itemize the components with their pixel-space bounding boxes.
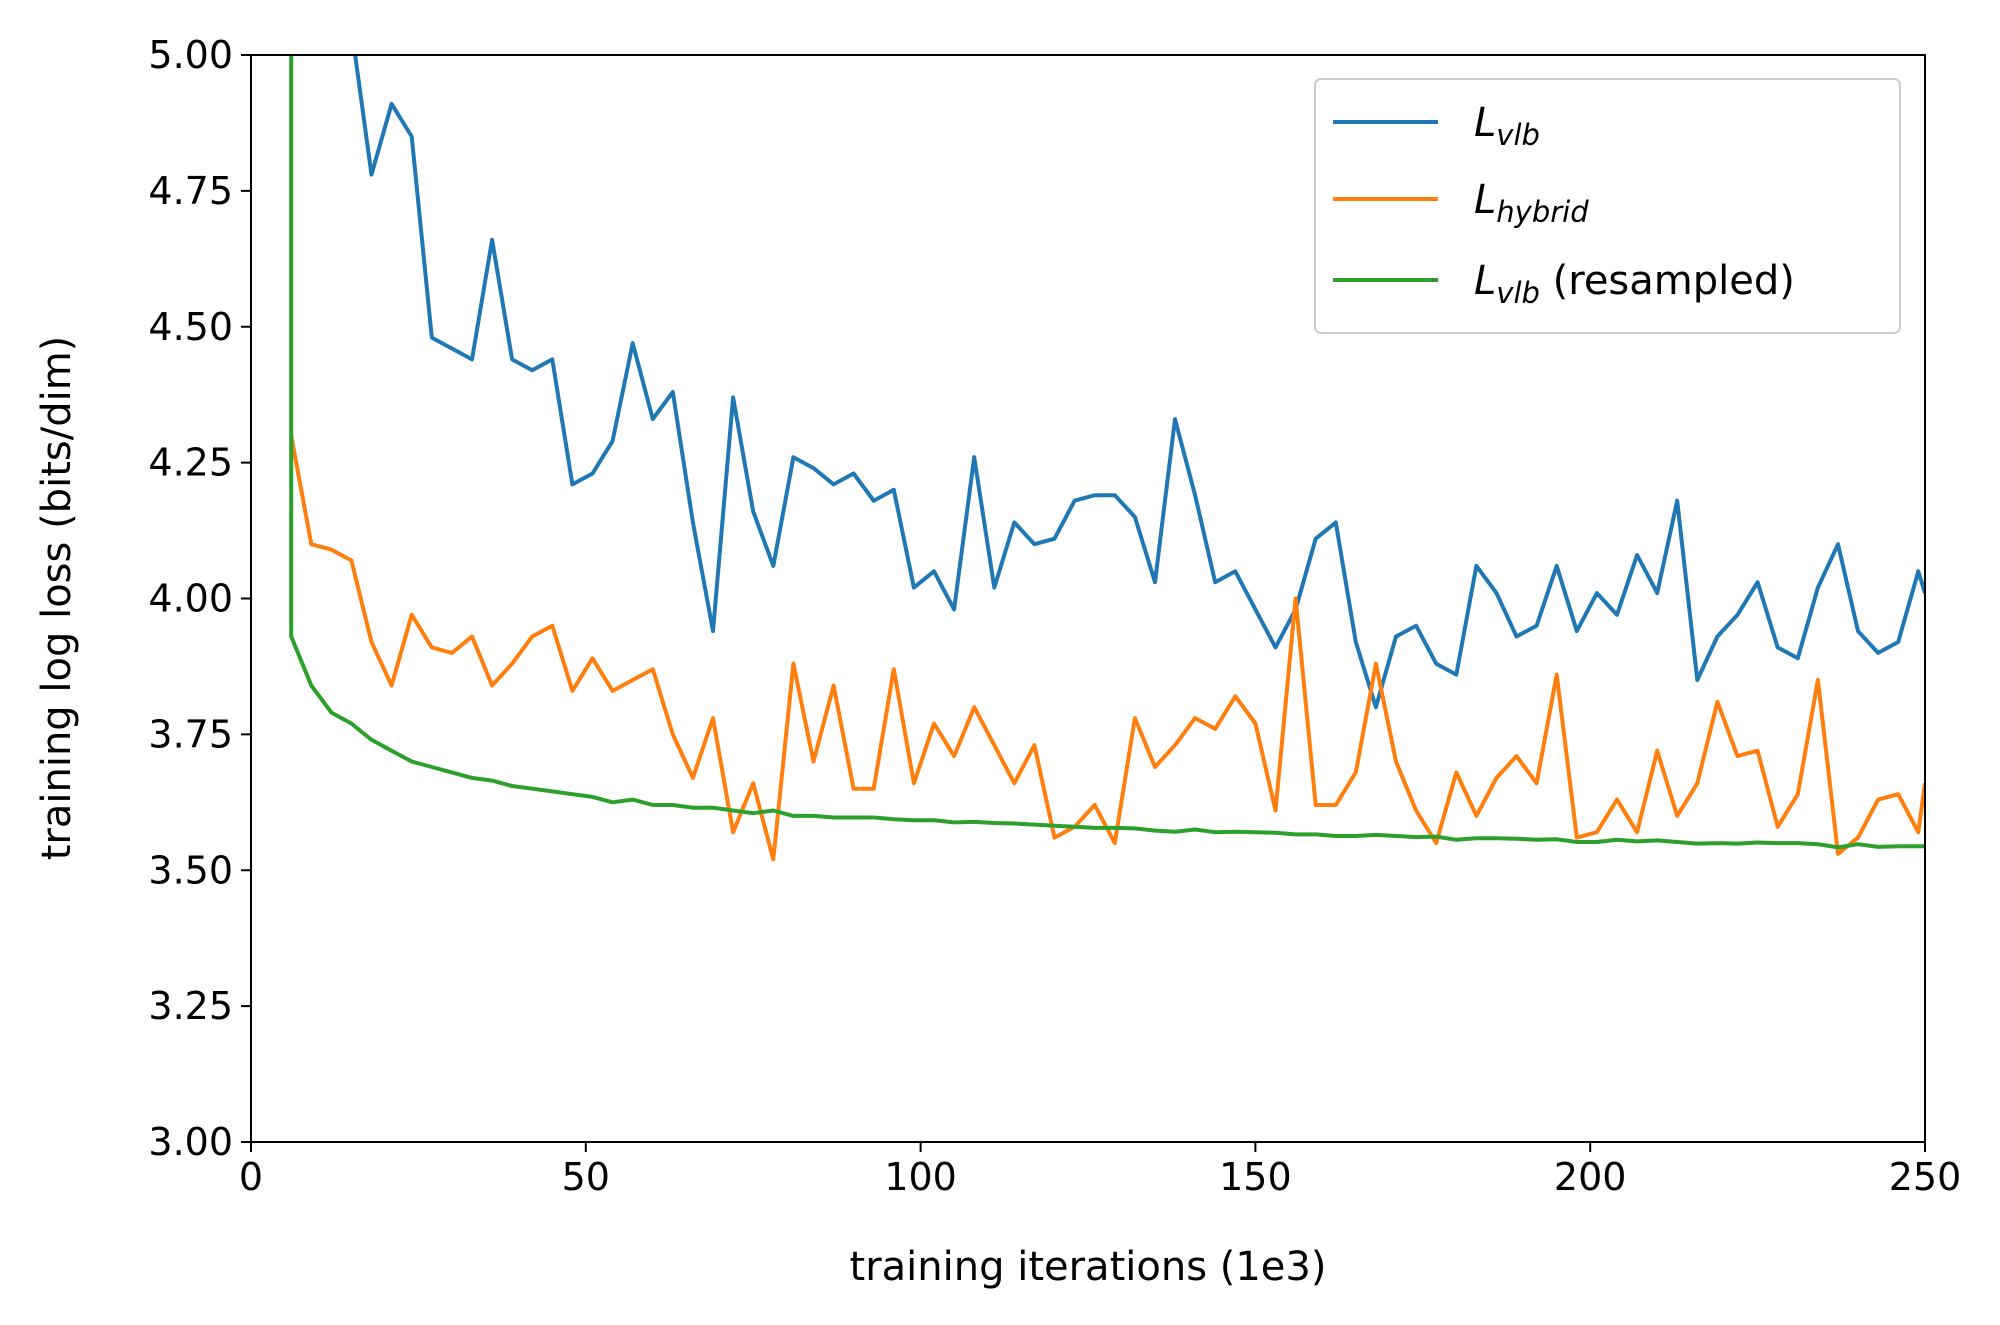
- legend-label-sub: hybrid: [1496, 195, 1589, 229]
- y-tick-label: 4.75: [148, 169, 233, 213]
- legend-label-main: L: [1474, 177, 1496, 223]
- legend-box: [1314, 78, 1901, 334]
- x-tick-label: 200: [1554, 1155, 1627, 1199]
- legend-label-1: Lhybrid: [1474, 177, 1589, 229]
- x-axis-label: training iterations (1e3): [850, 1244, 1327, 1290]
- y-tick-label: 3.75: [148, 712, 233, 756]
- y-tick-label: 3.25: [148, 984, 233, 1028]
- y-tick-label: 4.00: [148, 577, 233, 621]
- legend-label-main: L: [1474, 258, 1496, 304]
- x-tick-label: 100: [884, 1155, 957, 1199]
- legend-label-sub: vlb: [1496, 118, 1540, 152]
- legend-label-suffix: (resampled): [1540, 258, 1795, 304]
- legend-label-main: L: [1474, 100, 1496, 146]
- y-axis-label: training log loss (bits/dim): [34, 336, 80, 861]
- y-tick-label: 5.00: [148, 33, 233, 77]
- x-tick-label: 50: [562, 1155, 610, 1199]
- y-tick-label: 4.50: [148, 305, 233, 349]
- y-tick-label: 3.00: [148, 1120, 233, 1164]
- legend-label-2: Lvlb (resampled): [1474, 258, 1795, 310]
- series-line-0: [353, 55, 1925, 710]
- series-line-2: [289, 55, 1925, 850]
- legend-label-0: Lvlb: [1474, 100, 1540, 152]
- legend-label-sub: vlb: [1496, 276, 1540, 310]
- x-tick-label: 0: [239, 1155, 263, 1199]
- x-tick-label: 250: [1889, 1155, 1962, 1199]
- x-tick-label: 150: [1219, 1155, 1292, 1199]
- series-line-1: [289, 435, 1925, 862]
- y-tick-label: 4.25: [148, 441, 233, 485]
- y-tick-label: 3.50: [148, 848, 233, 892]
